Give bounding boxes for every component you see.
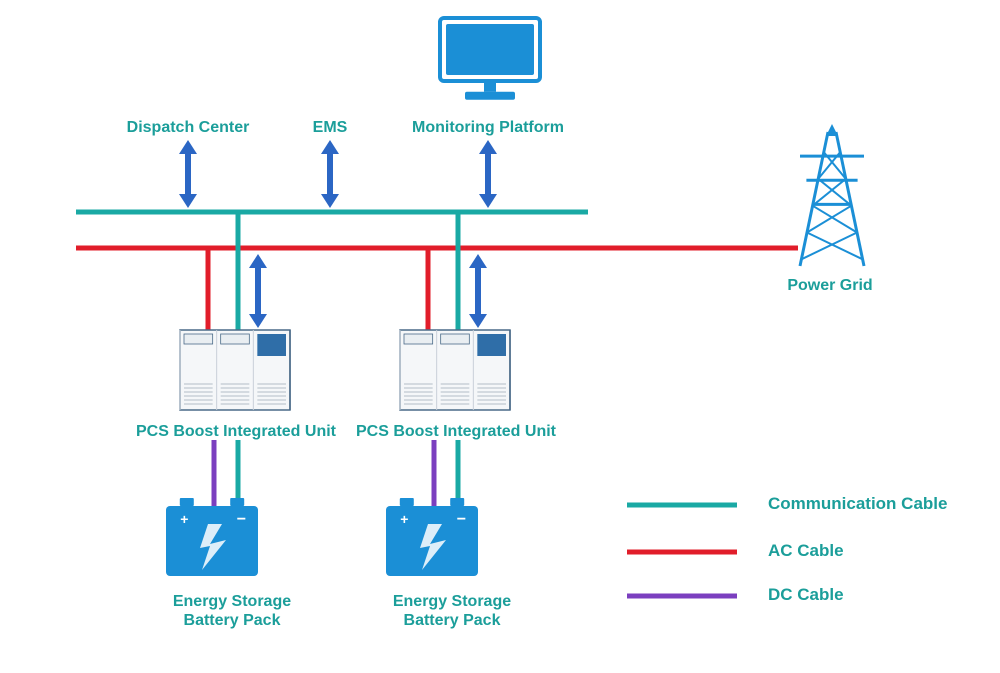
- svg-text:+: +: [180, 511, 188, 527]
- label-pcs-1: PCS Boost Integrated Unit: [346, 422, 566, 441]
- legend-1: AC Cable: [768, 541, 998, 561]
- svg-text:−: −: [457, 511, 466, 528]
- diagram-svg: + − + −: [0, 0, 1000, 673]
- label-monitor: Monitoring Platform: [388, 118, 588, 137]
- svg-text:−: −: [237, 511, 246, 528]
- label-battery-0: Energy Storage Battery Pack: [152, 592, 312, 630]
- label-dispatch: Dispatch Center: [108, 118, 268, 137]
- legend-0: Communication Cable: [768, 494, 998, 514]
- diagram-stage: { "canvas": { "width": 1000, "height": 6…: [0, 0, 1000, 673]
- comm-arrow: [479, 140, 497, 208]
- comm-arrow: [321, 140, 339, 208]
- svg-text:+: +: [400, 511, 408, 527]
- label-ems: EMS: [290, 118, 370, 137]
- label-battery-1: Energy Storage Battery Pack: [372, 592, 532, 630]
- comm-arrow: [179, 140, 197, 208]
- legend-2: DC Cable: [768, 585, 998, 605]
- label-pcs-0: PCS Boost Integrated Unit: [126, 422, 346, 441]
- label-grid: Power Grid: [760, 276, 900, 295]
